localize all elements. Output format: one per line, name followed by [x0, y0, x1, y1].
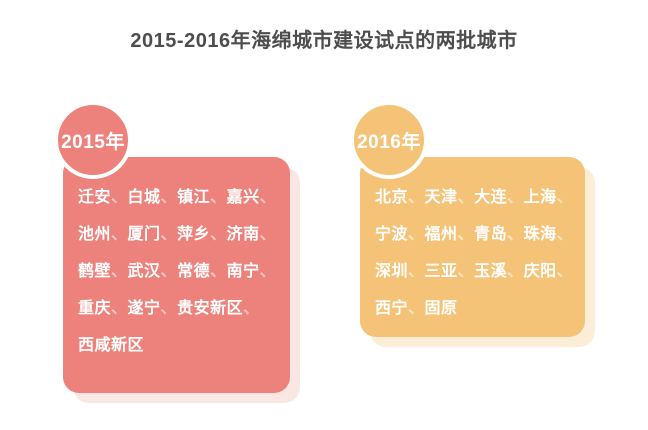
- year-badge-2015: 2015年: [54, 101, 132, 179]
- separator: 、: [408, 189, 425, 206]
- city-list-2015: 迁安、白城、镇江、嘉兴、 池州、厦门、萍乡、济南、 鹤壁、武汉、常德、南宁、 重庆、遂…: [78, 179, 278, 364]
- city-name: 西宁: [375, 300, 409, 317]
- separator: 、: [556, 226, 574, 243]
- city-line: 池州、厦门、萍乡、济南、: [78, 216, 278, 253]
- batch-2015-card: 迁安、白城、镇江、嘉兴、 池州、厦门、萍乡、济南、 鹤壁、武汉、常德、南宁、 重庆、遂…: [63, 157, 290, 393]
- city-name: 福州: [424, 226, 458, 243]
- city-line: 深圳、三亚、玉溪、庆阳、: [375, 253, 573, 290]
- city-name: 珠海: [523, 226, 557, 243]
- city-line: 鹤壁、武汉、常德、南宁、: [78, 253, 278, 290]
- city-name: 玉溪: [474, 263, 508, 280]
- city-name: 萍乡: [177, 226, 211, 243]
- city-line: 迁安、白城、镇江、嘉兴、: [78, 179, 278, 216]
- city-name: 白城: [127, 189, 161, 206]
- separator: 、: [111, 263, 128, 280]
- city-name: 池州: [78, 226, 112, 243]
- separator: 、: [243, 300, 260, 317]
- year-label-2015: 2015年: [61, 131, 125, 153]
- city-name: 镇江: [177, 189, 211, 206]
- city-line: 西咸新区: [78, 327, 278, 364]
- separator: 、: [408, 300, 425, 317]
- city-name: 北京: [375, 189, 409, 206]
- separator: 、: [556, 189, 574, 206]
- city-name: 嘉兴: [226, 189, 260, 206]
- city-list-2016: 北京、天津、大连、上海、 宁波、福州、青岛、珠海、 深圳、三亚、玉溪、庆阳、 西宁、固…: [375, 179, 573, 327]
- city-name: 深圳: [375, 263, 409, 280]
- city-name: 三亚: [424, 263, 458, 280]
- separator: 、: [507, 189, 524, 206]
- separator: 、: [160, 263, 178, 280]
- separator: 、: [408, 226, 425, 243]
- city-line: 宁波、福州、青岛、珠海、: [375, 216, 573, 253]
- separator: 、: [408, 263, 425, 280]
- city-name: 武汉: [127, 263, 161, 280]
- city-name: 大连: [474, 189, 508, 206]
- city-line: 北京、天津、大连、上海、: [375, 179, 573, 216]
- separator: 、: [160, 300, 178, 317]
- separator: 、: [111, 226, 128, 243]
- separator: 、: [259, 263, 277, 280]
- city-name: 厦门: [127, 226, 161, 243]
- batch-2016-card: 北京、天津、大连、上海、 宁波、福州、青岛、珠海、 深圳、三亚、玉溪、庆阳、 西宁、固…: [360, 157, 585, 337]
- city-name: 迁安: [78, 189, 112, 206]
- year-label-2016: 2016年: [357, 131, 421, 153]
- year-badge-2016: 2016年: [350, 101, 428, 179]
- separator: 、: [556, 263, 574, 280]
- separator: 、: [507, 263, 524, 280]
- city-name: 西咸新区: [78, 337, 145, 354]
- city-line: 西宁、固原: [375, 290, 573, 327]
- city-name: 宁波: [375, 226, 409, 243]
- separator: 、: [111, 189, 128, 206]
- separator: 、: [457, 189, 475, 206]
- separator: 、: [210, 189, 227, 206]
- city-name: 庆阳: [523, 263, 557, 280]
- separator: 、: [210, 263, 227, 280]
- separator: 、: [210, 226, 227, 243]
- city-name: 青岛: [474, 226, 508, 243]
- city-name: 贵安新区: [177, 300, 244, 317]
- city-name: 济南: [226, 226, 260, 243]
- city-name: 重庆: [78, 300, 112, 317]
- city-name: 鹤壁: [78, 263, 112, 280]
- city-name: 常德: [177, 263, 211, 280]
- city-line: 重庆、遂宁、贵安新区、: [78, 290, 278, 327]
- city-name: 天津: [424, 189, 458, 206]
- city-name: 南宁: [226, 263, 260, 280]
- separator: 、: [259, 189, 277, 206]
- separator: 、: [111, 300, 128, 317]
- separator: 、: [160, 189, 178, 206]
- city-name: 上海: [523, 189, 557, 206]
- separator: 、: [457, 226, 475, 243]
- separator: 、: [507, 226, 524, 243]
- separator: 、: [160, 226, 178, 243]
- city-name: 固原: [424, 300, 458, 317]
- city-name: 遂宁: [127, 300, 161, 317]
- separator: 、: [259, 226, 277, 243]
- page-title: 2015-2016年海绵城市建设试点的两批城市: [130, 30, 518, 52]
- separator: 、: [457, 263, 475, 280]
